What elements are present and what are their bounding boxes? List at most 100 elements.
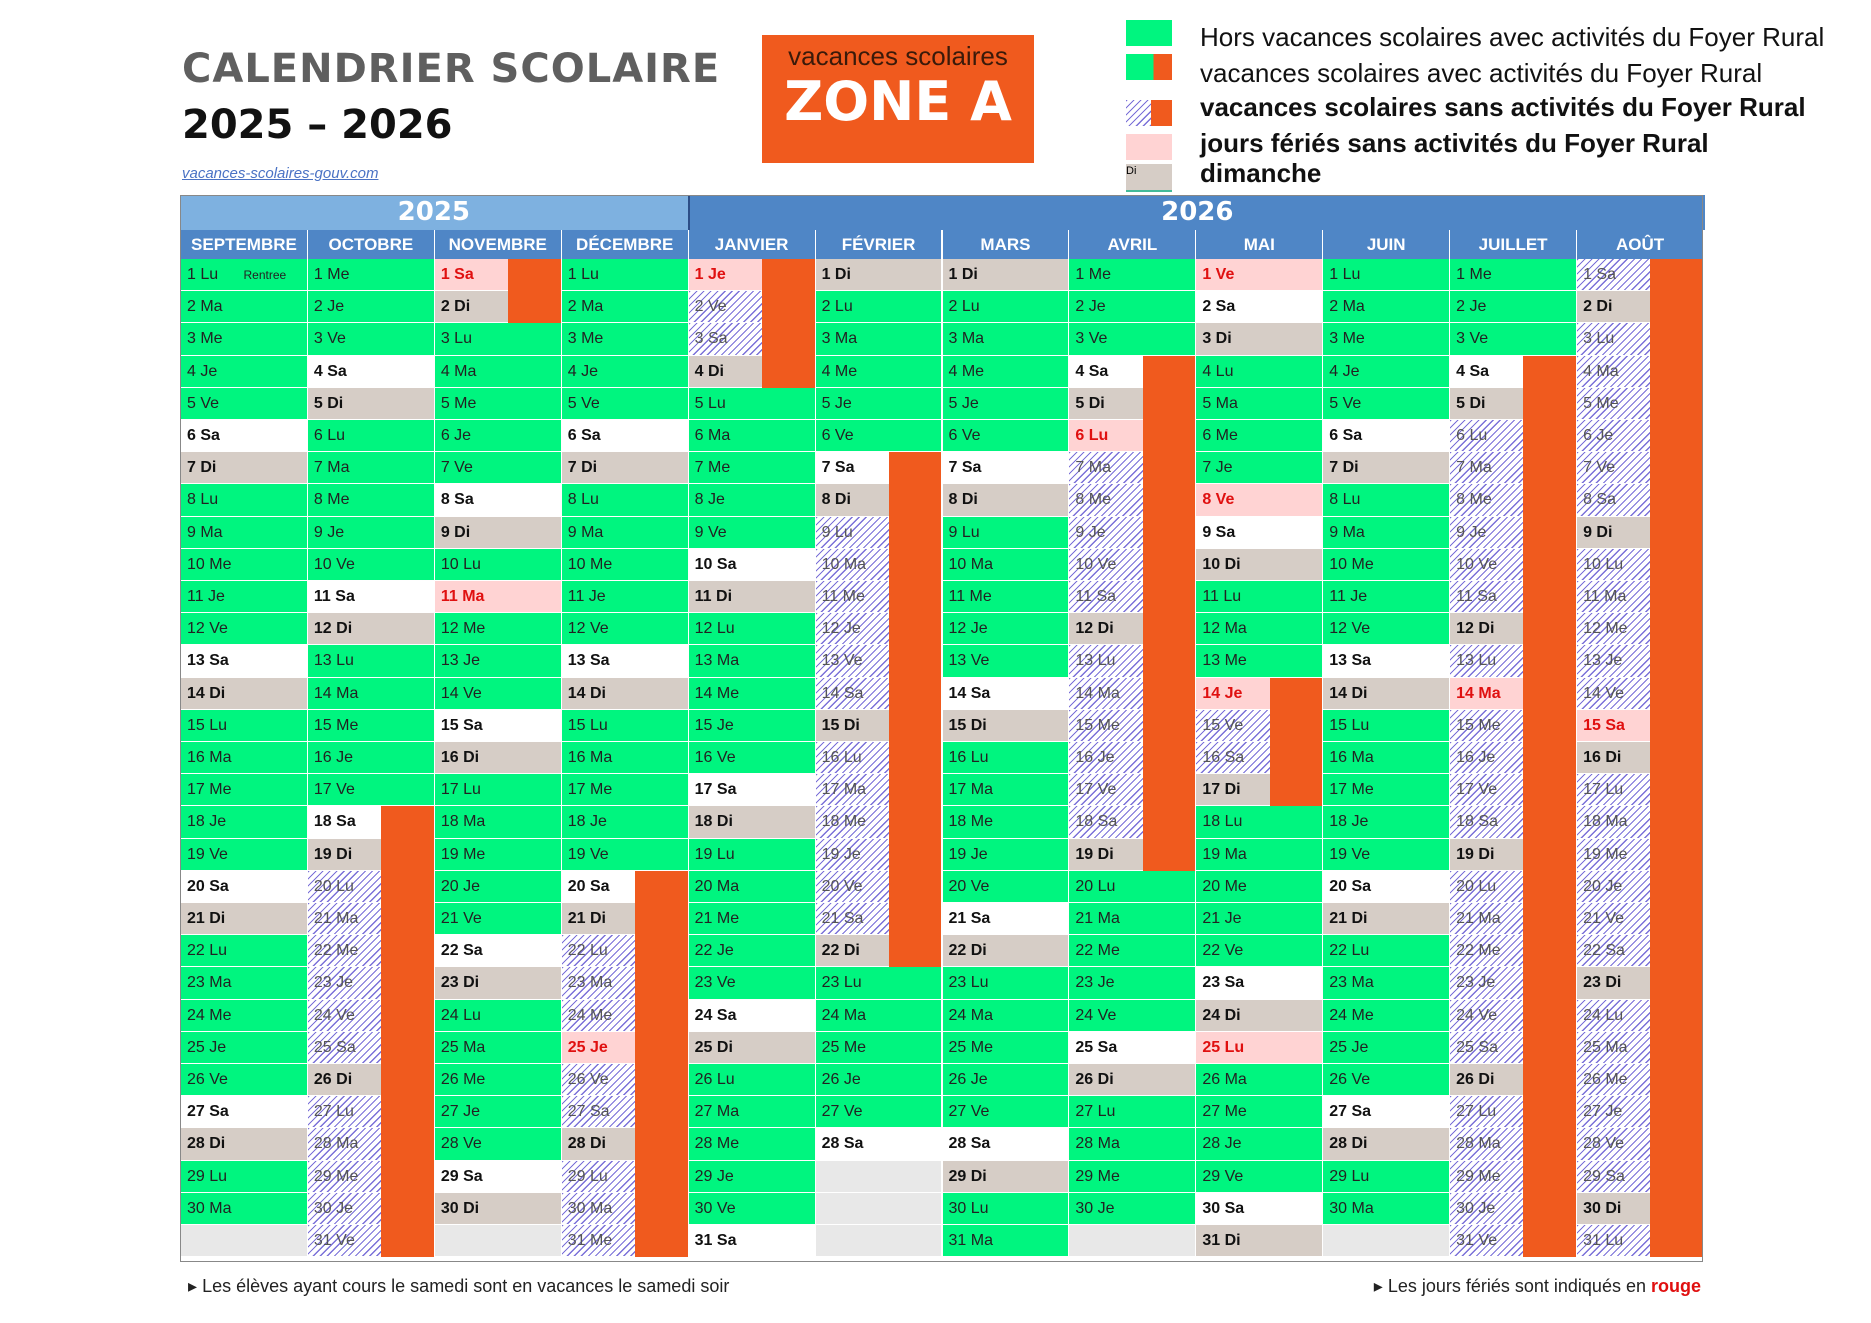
day-label: 13 Ve bbox=[821, 652, 863, 670]
vacation-bar bbox=[1650, 259, 1703, 1258]
day-cell: 3 Ma bbox=[941, 323, 1069, 356]
day-label: 15 Je bbox=[694, 716, 734, 734]
day-cell: 29 Sa bbox=[433, 1160, 561, 1193]
day-label: 18 Di bbox=[694, 813, 733, 831]
day-label: 13 Sa bbox=[1329, 652, 1372, 670]
day-label: 31 Lu bbox=[1583, 1232, 1624, 1249]
day-cell: 1 Di bbox=[814, 259, 942, 292]
day-cell: 30 Ma bbox=[1322, 1192, 1450, 1225]
day-cell: 19 Ve bbox=[560, 838, 688, 871]
day-label: 21 Ma bbox=[313, 910, 359, 927]
day-label: 24 Me bbox=[187, 1006, 232, 1024]
day-label: 16 Lu bbox=[948, 749, 989, 766]
day-cell: 28 Di bbox=[180, 1128, 307, 1161]
day-label: 15 Lu bbox=[567, 716, 608, 734]
day-cell: 6 Me bbox=[1195, 420, 1323, 453]
day-label: 13 Lu bbox=[313, 652, 354, 670]
day-cell: 13 Me bbox=[1195, 645, 1323, 678]
day-cell: 25 Je bbox=[1322, 1031, 1450, 1064]
month-header: OCTOBRE bbox=[306, 230, 434, 259]
footer-note-left: ▸ Les élèves ayant cours le samedi sont … bbox=[188, 1276, 729, 1297]
day-cell: 7 Di bbox=[180, 452, 307, 485]
day-cell: 11 Je bbox=[1322, 581, 1450, 614]
day-label: 13 Me bbox=[1202, 652, 1247, 670]
day-cell: 12 Ve bbox=[180, 613, 307, 646]
day-label: 19 Di bbox=[313, 845, 353, 863]
day-cell: 23 Je bbox=[1068, 967, 1196, 1000]
empty-day-cell bbox=[1068, 1225, 1196, 1258]
day-cell: 2 Ma bbox=[180, 291, 307, 324]
day-cell: 6 Ve bbox=[941, 420, 1069, 453]
day-cell: 15 Lu bbox=[1322, 709, 1450, 742]
day-label: 18 Sa bbox=[1456, 813, 1498, 831]
day-cell: 24 Sa bbox=[687, 999, 815, 1032]
day-label: 22 Je bbox=[694, 942, 734, 960]
day-cell: 3 Di bbox=[1195, 323, 1323, 356]
day-label: 22 Lu bbox=[1329, 942, 1370, 960]
day-cell: 20 Me bbox=[1195, 870, 1323, 903]
day-cell: 20 Lu bbox=[1068, 870, 1196, 903]
day-cell: 3 Ve bbox=[1449, 323, 1577, 356]
day-cell: 15 Lu bbox=[180, 709, 307, 742]
day-cell: 13 Ve bbox=[941, 645, 1069, 678]
day-label: 23 Lu bbox=[821, 974, 862, 992]
day-label: 28 Me bbox=[694, 1135, 740, 1153]
day-label: 7 Me bbox=[694, 459, 731, 477]
day-label: 20 Lu bbox=[1075, 877, 1116, 895]
day-label: 10 Me bbox=[567, 555, 613, 573]
day-label: 2 Sa bbox=[1202, 298, 1236, 316]
day-cell: 23 Lu bbox=[941, 967, 1069, 1000]
day-cell: 12 Lu bbox=[687, 613, 815, 646]
day-label: 13 Je bbox=[1583, 652, 1623, 670]
day-cell: 4 Je bbox=[1322, 355, 1450, 388]
zone-label: ZONE A bbox=[784, 70, 1012, 133]
day-label: 20 Je bbox=[440, 877, 480, 895]
day-label: 5 Me bbox=[440, 394, 477, 412]
day-label: 27 Lu bbox=[1075, 1103, 1116, 1121]
day-label: 9 Ma bbox=[1329, 523, 1365, 541]
day-label: 27 Je bbox=[440, 1103, 480, 1121]
day-cell: 28 Sa bbox=[814, 1128, 942, 1161]
day-label: 29 Sa bbox=[1583, 1167, 1625, 1185]
day-label: 14 Ma bbox=[313, 684, 359, 702]
day-label: 25 Sa bbox=[1456, 1038, 1498, 1056]
day-cell: 4 Je bbox=[180, 355, 307, 388]
day-label: 9 Di bbox=[440, 523, 471, 541]
day-label: 12 Me bbox=[1583, 620, 1628, 638]
day-cell: 16 Ve bbox=[687, 742, 815, 775]
day-cell: 28 Me bbox=[687, 1128, 815, 1161]
day-label: 28 Ma bbox=[313, 1135, 359, 1153]
source-link[interactable]: vacances-scolaires-gouv.com bbox=[182, 165, 379, 182]
day-cell: 27 Ve bbox=[814, 1096, 942, 1129]
day-cell: 19 Ve bbox=[1322, 838, 1450, 871]
day-cell: 20 Ve bbox=[941, 870, 1069, 903]
day-cell: 8 Lu bbox=[560, 484, 688, 517]
day-label: 16 Di bbox=[440, 749, 480, 766]
day-cell: 24 Di bbox=[1195, 999, 1323, 1032]
day-cell: 17 Me bbox=[180, 774, 307, 807]
day-cell: 8 Je bbox=[687, 484, 815, 517]
day-cell: 6 Lu bbox=[306, 420, 434, 453]
day-cell: 21 Me bbox=[687, 903, 815, 936]
day-label: 27 Ma bbox=[694, 1103, 740, 1121]
day-label: 2 Ve bbox=[694, 298, 727, 316]
day-cell: 1 Lu bbox=[1322, 259, 1450, 292]
day-cell: 5 Di bbox=[306, 387, 434, 420]
day-label: 11 Sa bbox=[313, 588, 355, 605]
day-label: 6 Lu bbox=[1075, 427, 1109, 444]
day-label: 29 Sa bbox=[440, 1167, 483, 1185]
day-cell: 10 Lu bbox=[433, 548, 561, 581]
day-cell: 29 Ve bbox=[1195, 1160, 1323, 1193]
day-label: 7 Ve bbox=[440, 459, 473, 477]
day-label: 23 Je bbox=[1456, 974, 1496, 992]
legend-swatch-vac_noact bbox=[1126, 100, 1172, 126]
vacation-bar bbox=[1523, 355, 1577, 1258]
day-label: 9 Di bbox=[1583, 523, 1613, 541]
day-cell: 22 Me bbox=[1068, 935, 1196, 968]
day-cell: 15 Me bbox=[306, 709, 434, 742]
day-label: 2 Je bbox=[1075, 298, 1106, 316]
day-label: 12 Me bbox=[440, 620, 486, 638]
day-label: 2 Ma bbox=[1329, 298, 1365, 316]
day-cell: 13 Lu bbox=[306, 645, 434, 678]
day-cell: 11 Lu bbox=[1195, 581, 1323, 614]
